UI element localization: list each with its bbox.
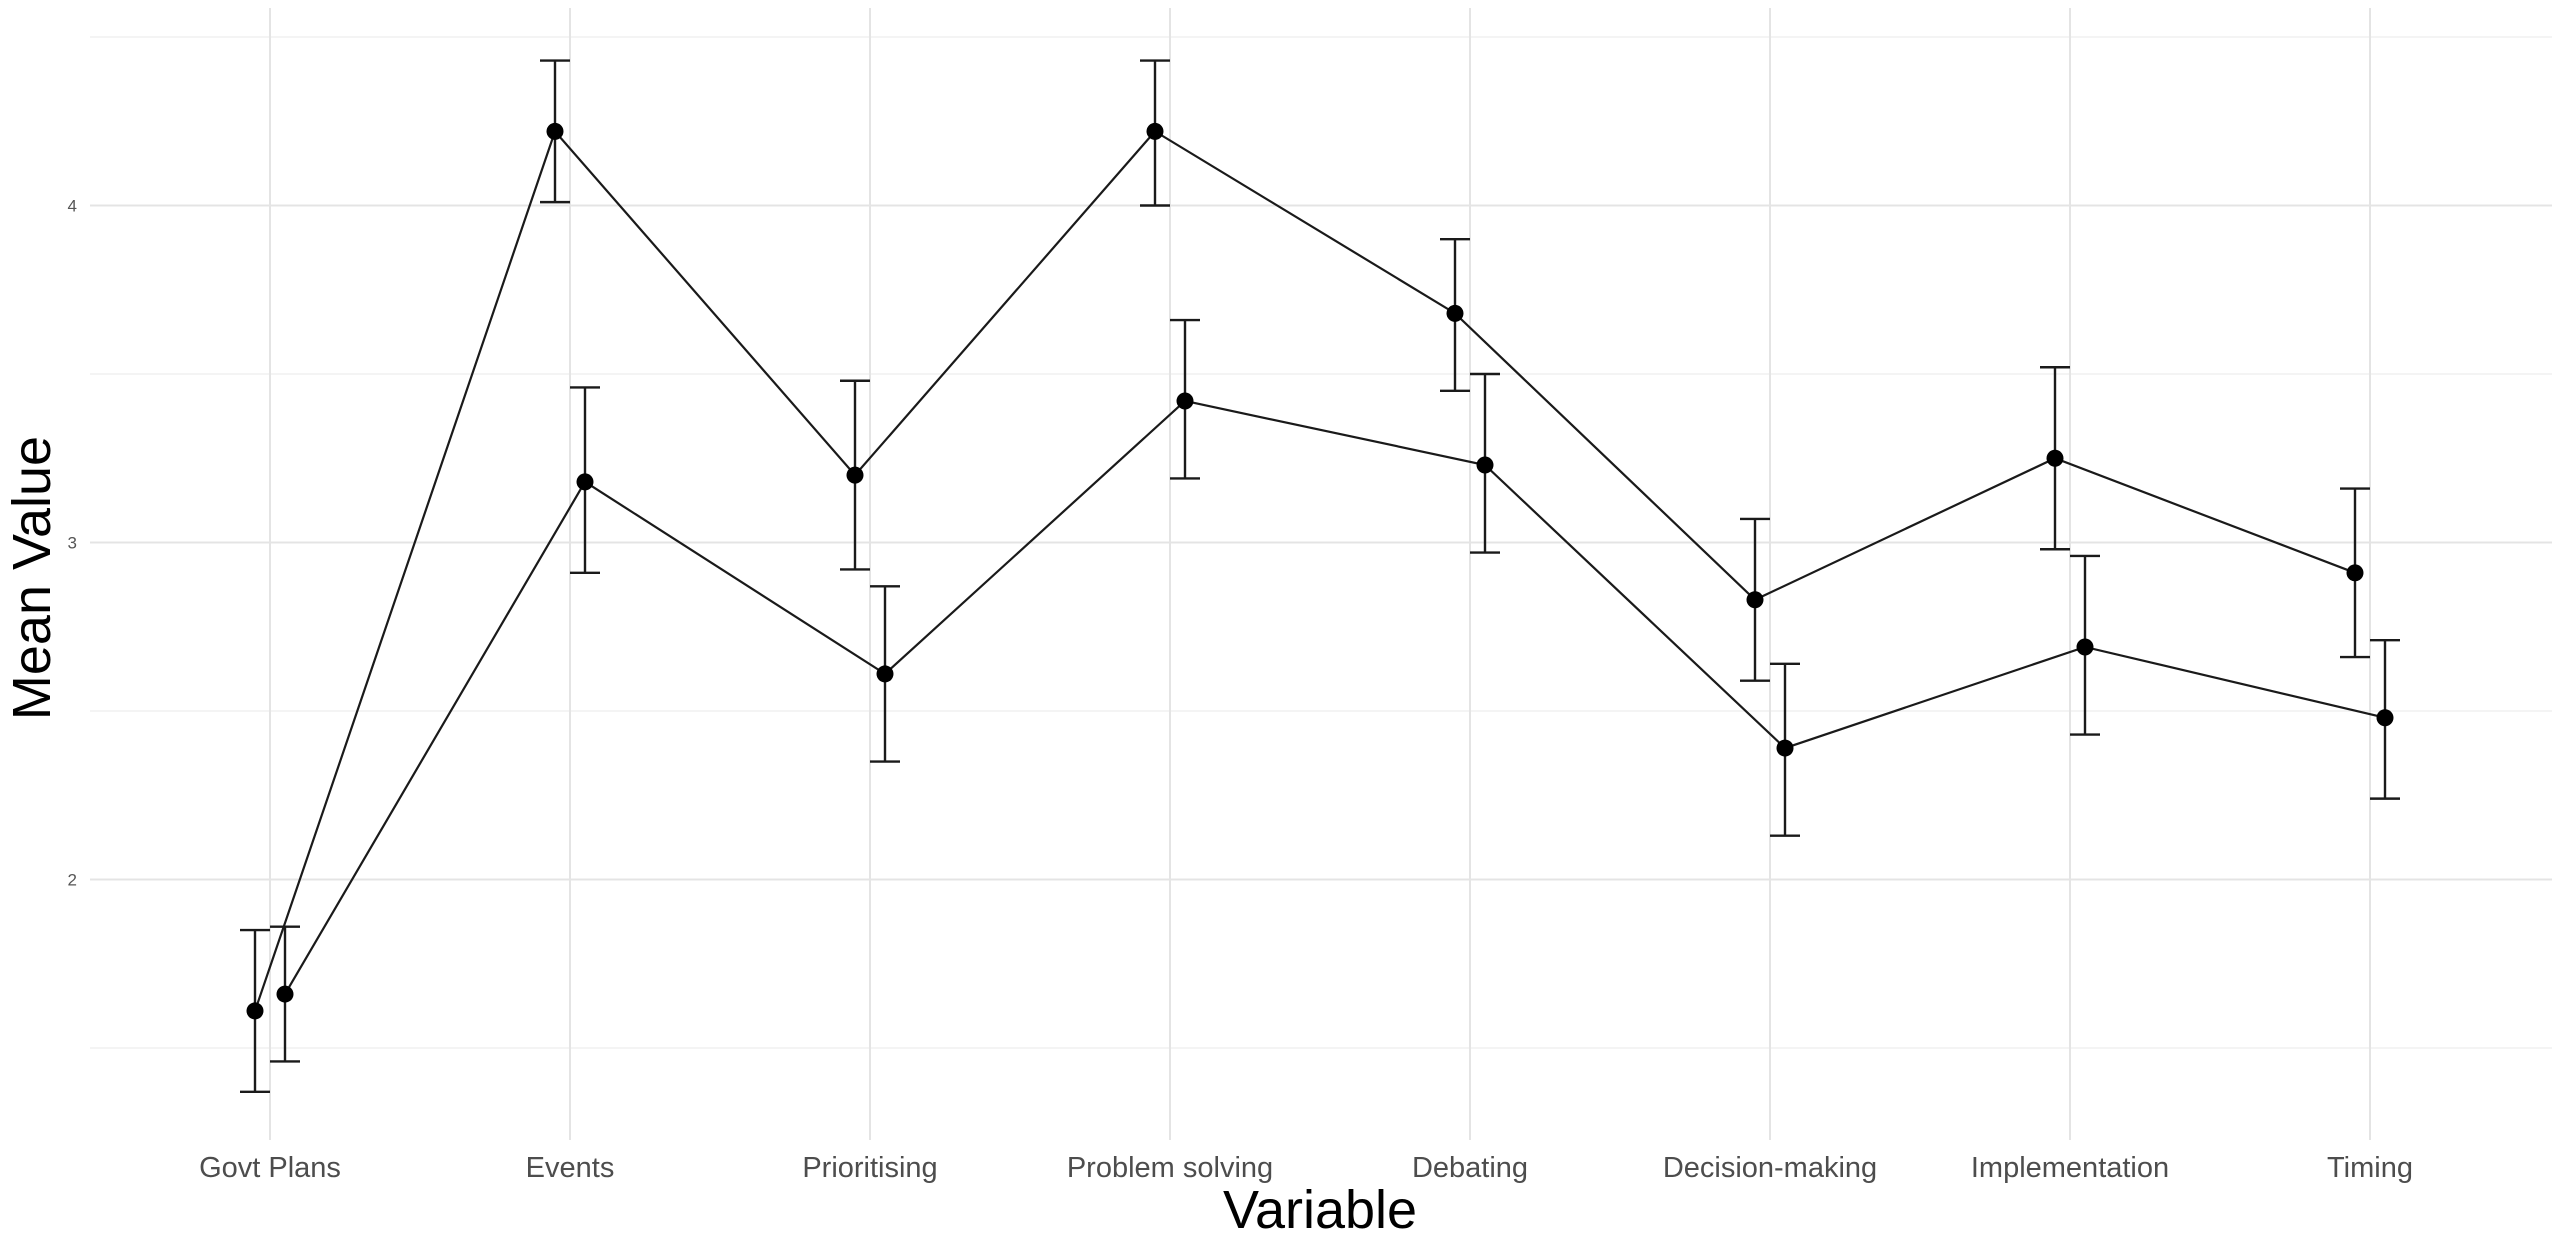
series-2-point xyxy=(1476,456,1494,474)
series-1-point xyxy=(846,466,864,484)
y-tick-label: 4 xyxy=(68,197,77,216)
x-tick-label: Problem solving xyxy=(1067,1152,1273,1184)
series-1-point xyxy=(246,1002,264,1020)
series-2-point xyxy=(576,473,594,491)
x-tick-label: Govt Plans xyxy=(199,1152,341,1184)
series-1-point xyxy=(2346,564,2364,582)
x-tick-label: Timing xyxy=(2327,1152,2413,1184)
series-2-point xyxy=(1776,739,1794,757)
y-tick-label: 2 xyxy=(68,871,77,890)
x-tick-label: Events xyxy=(526,1152,615,1184)
x-tick-label: Debating xyxy=(1412,1152,1528,1184)
series-1-point xyxy=(2046,449,2064,467)
series-1-point xyxy=(1446,304,1464,322)
series-2-point xyxy=(876,665,894,683)
x-axis-title: Variable xyxy=(1223,1180,1417,1235)
series-layer xyxy=(240,59,2400,1094)
series-2-point xyxy=(276,985,294,1003)
x-tick-label: Implementation xyxy=(1971,1152,2169,1184)
x-tick-label: Decision-making xyxy=(1663,1152,1877,1184)
series-2-point xyxy=(2076,638,2094,656)
series-1-point xyxy=(1146,122,1164,140)
x-tick-label: Prioritising xyxy=(802,1152,937,1184)
y-axis-title: Mean Value xyxy=(2,436,62,720)
y-tick-label: 3 xyxy=(68,534,77,553)
series-1-point xyxy=(546,122,564,140)
series-2-point xyxy=(2376,709,2394,727)
series-2-line xyxy=(284,399,2386,995)
series-1-line xyxy=(253,129,2356,1012)
grid-layer xyxy=(90,8,2552,1140)
y-tick-labels: 2 3 4 xyxy=(68,197,77,890)
series-2-point xyxy=(1176,392,1194,410)
series-1-point xyxy=(1746,591,1764,609)
x-tick-labels: Govt Plans Events Prioritising Problem solv… xyxy=(199,1152,2413,1184)
